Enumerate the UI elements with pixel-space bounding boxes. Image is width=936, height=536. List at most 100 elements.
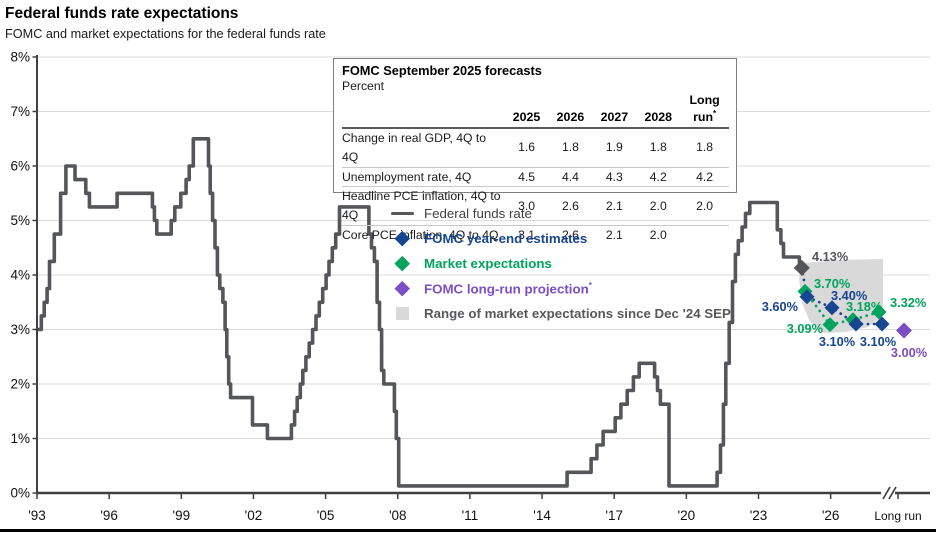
market-expectation-label-2025: 3.70%	[814, 276, 851, 291]
forecast-col-header: 2028	[644, 110, 673, 125]
forecast-value: 2.1	[605, 198, 623, 213]
page-subtitle: FOMC and market expectations for the fed…	[5, 27, 326, 41]
square-legend-icon	[389, 307, 415, 320]
forecast-value: 4.3	[605, 169, 623, 184]
fomc-estimate-label-2027: 3.10%	[819, 334, 856, 349]
forecast-row: Headline PCE inflation, 4Q to 4Q 3.0 2.6 2.…	[342, 186, 729, 225]
y-axis-label: 7%	[10, 104, 30, 119]
legend-item: FOMC year-end estimates	[389, 226, 731, 251]
forecast-value: 4.5	[518, 169, 536, 184]
forecast-row-label: Headline PCE inflation, 4Q to 4Q	[342, 189, 501, 222]
diamond-legend-icon	[389, 281, 415, 296]
market-expectation-label-2028: 3.32%	[890, 295, 927, 310]
market-dotted-path	[803, 290, 881, 327]
forecast-col-header: 2025	[512, 110, 541, 125]
forecast-row-label: Unemployment rate, 4Q	[342, 169, 472, 184]
x-axis-label: '96	[100, 508, 118, 523]
x-axis-label: '99	[173, 508, 191, 523]
forecast-value: 2.1	[605, 227, 623, 242]
forecast-table-unit: Percent	[342, 79, 385, 93]
market-range-band	[799, 259, 883, 333]
forecast-value: 2.0	[696, 198, 714, 213]
forecast-table-grid: 2025 2026 2027 2028 Long run* Change in real…	[342, 93, 729, 244]
legend-label: Market expectations	[424, 256, 552, 271]
y-axis-label: 0%	[10, 486, 30, 501]
market-expectation-label-2026: 3.09%	[787, 321, 824, 336]
forecast-table-title: FOMC September 2025 forecasts	[342, 63, 542, 78]
y-axis-label: 1%	[10, 431, 30, 446]
market-expectation-diamond-2028	[871, 304, 887, 320]
ffr-latest-diamond	[793, 259, 810, 276]
fomc-estimate-label-2026: 3.40%	[831, 288, 868, 303]
forecast-value: 1.8	[696, 140, 714, 155]
forecast-value: 3.1	[518, 227, 536, 242]
forecast-value: 2.0	[649, 198, 667, 213]
y-axis-label: 8%	[10, 50, 30, 65]
fomc-estimate-label-2028: 3.10%	[860, 334, 897, 349]
forecast-row-label: Change in real GDP, 4Q to 4Q	[342, 131, 487, 164]
forecast-col-header: 2026	[556, 110, 585, 125]
forecast-row: Core PCE inflation, 4Q to 4Q 3.1 2.6 2.1 2.0	[342, 225, 729, 244]
fomc-longrun-diamond	[896, 322, 912, 339]
forecast-value: 1.8	[561, 140, 579, 155]
fomc-estimate-diamond-2026	[824, 300, 840, 316]
page-title: Federal funds rate expectations	[5, 5, 239, 22]
legend-label: FOMC long-run projection*	[424, 280, 592, 297]
x-axis-label: '23	[750, 508, 768, 523]
axis-break-slash	[888, 486, 897, 500]
x-axis-label: '93	[28, 508, 46, 523]
y-axis-label: 6%	[10, 159, 30, 174]
axes: 8% 7% 6% 5% 4% 3% 2% 1% 0% '93 '96 '99 '02 '05 '08 '11 '…	[10, 50, 930, 523]
forecast-table: FOMC September 2025 forecasts Percent 20…	[333, 58, 737, 242]
x-axis-label: '02	[245, 508, 263, 523]
x-axis-label: Long run	[874, 509, 921, 523]
forecast-value: 1.8	[649, 140, 667, 155]
y-axis-label: 3%	[10, 322, 30, 337]
legend-label: Range of market expectations since Dec '…	[424, 306, 731, 321]
bottom-border-bar	[0, 529, 936, 532]
legend-item: FOMC long-run projection*	[389, 276, 731, 301]
forecast-row: Unemployment rate, 4Q 4.5 4.4 4.3 4.2 4.2	[342, 167, 729, 187]
fomc-estimate-diamond-2027	[848, 316, 864, 332]
fomc-estimate-diamond-2028	[874, 316, 890, 332]
y-axis-label: 4%	[10, 268, 30, 283]
forecast-value: 3.0	[518, 198, 536, 213]
legend-item: Market expectations	[389, 251, 731, 276]
forecast-col-header: Long run*	[689, 93, 720, 125]
forecast-value: 1.9	[605, 140, 623, 155]
x-axis-label: '11	[462, 508, 479, 523]
axis-break-slash	[882, 486, 891, 500]
y-axis-label: 5%	[10, 213, 30, 228]
x-axis-label: '08	[389, 508, 407, 523]
forecast-value: 2.6	[561, 227, 579, 242]
forecast-col-header: 2027	[600, 110, 629, 125]
forecast-value: 1.6	[518, 140, 536, 155]
legend-label: FOMC year-end estimates	[424, 231, 588, 246]
diamond-legend-icon	[389, 231, 415, 246]
forecast-value: 2.6	[561, 198, 579, 213]
legend-item: Federal funds rate	[389, 201, 731, 226]
x-axis-label: '17	[605, 508, 623, 523]
legend-label: Federal funds rate	[424, 206, 532, 221]
chart-legend: Federal funds rate FOMC year-end estimate…	[389, 201, 731, 326]
forecast-table-corner	[342, 94, 505, 128]
ffr-latest-value-label: 4.13%	[812, 249, 849, 264]
forecast-value: 2.0	[649, 227, 667, 242]
forecast-row-label: Core PCE inflation, 4Q to 4Q	[342, 227, 499, 242]
forecast-value: 4.4	[561, 169, 579, 184]
market-expectation-label-2027: 3.18%	[846, 299, 883, 314]
y-axis-label: 2%	[10, 377, 30, 392]
x-axis-label: '26	[822, 508, 840, 523]
fomc-estimate-label-2025: 3.60%	[762, 299, 799, 314]
forecast-value: 4.2	[696, 169, 714, 184]
fomc-estimate-diamond-2025	[799, 289, 815, 305]
forecast-row: Change in real GDP, 4Q to 4Q 1.6 1.8 1.9 1.8…	[342, 128, 729, 167]
diamond-legend-icon	[389, 256, 415, 271]
forecast-value: 4.2	[649, 169, 667, 184]
market-expectation-diamond-2026	[822, 317, 838, 333]
line-legend-icon	[389, 211, 415, 216]
federal-funds-rate-line	[37, 137, 802, 488]
x-axis-label: '05	[317, 508, 335, 523]
